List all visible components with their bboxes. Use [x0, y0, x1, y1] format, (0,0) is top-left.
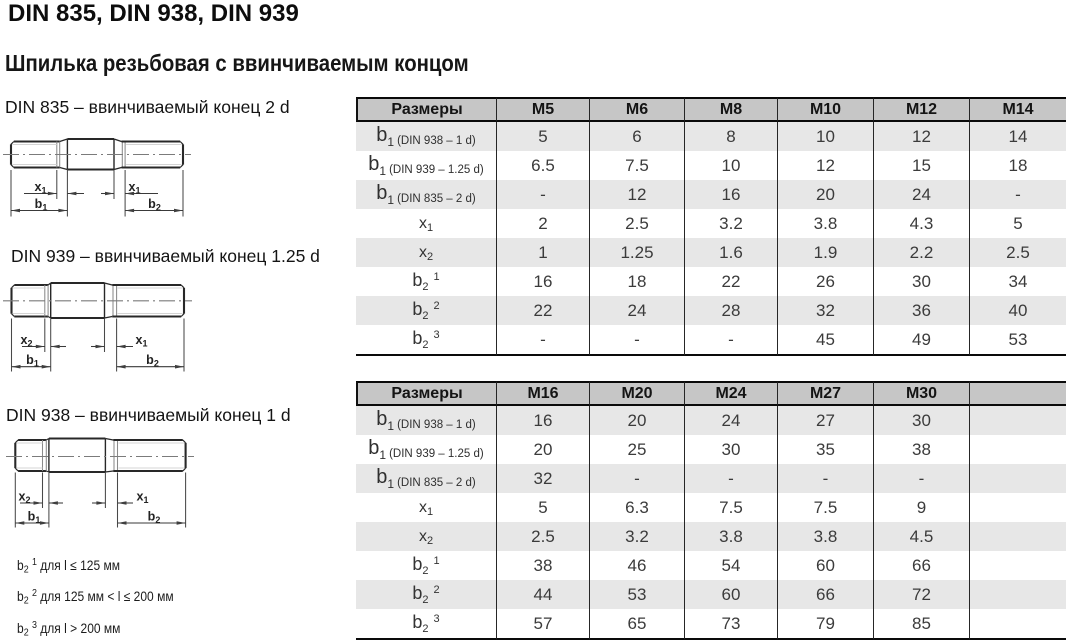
svg-text:b2: b2	[146, 353, 159, 369]
svg-text:x1: x1	[137, 490, 149, 506]
svg-text:b1: b1	[26, 353, 39, 369]
svg-text:x2: x2	[21, 333, 33, 349]
svg-text:b1: b1	[28, 510, 41, 526]
svg-text:b2: b2	[148, 510, 161, 526]
svg-text:x2: x2	[19, 490, 31, 506]
svg-text:b2: b2	[148, 197, 161, 213]
svg-text:b1: b1	[35, 197, 48, 213]
svg-text:x1: x1	[35, 180, 47, 196]
svg-text:x1: x1	[136, 333, 148, 349]
svg-text:x1: x1	[129, 180, 141, 196]
